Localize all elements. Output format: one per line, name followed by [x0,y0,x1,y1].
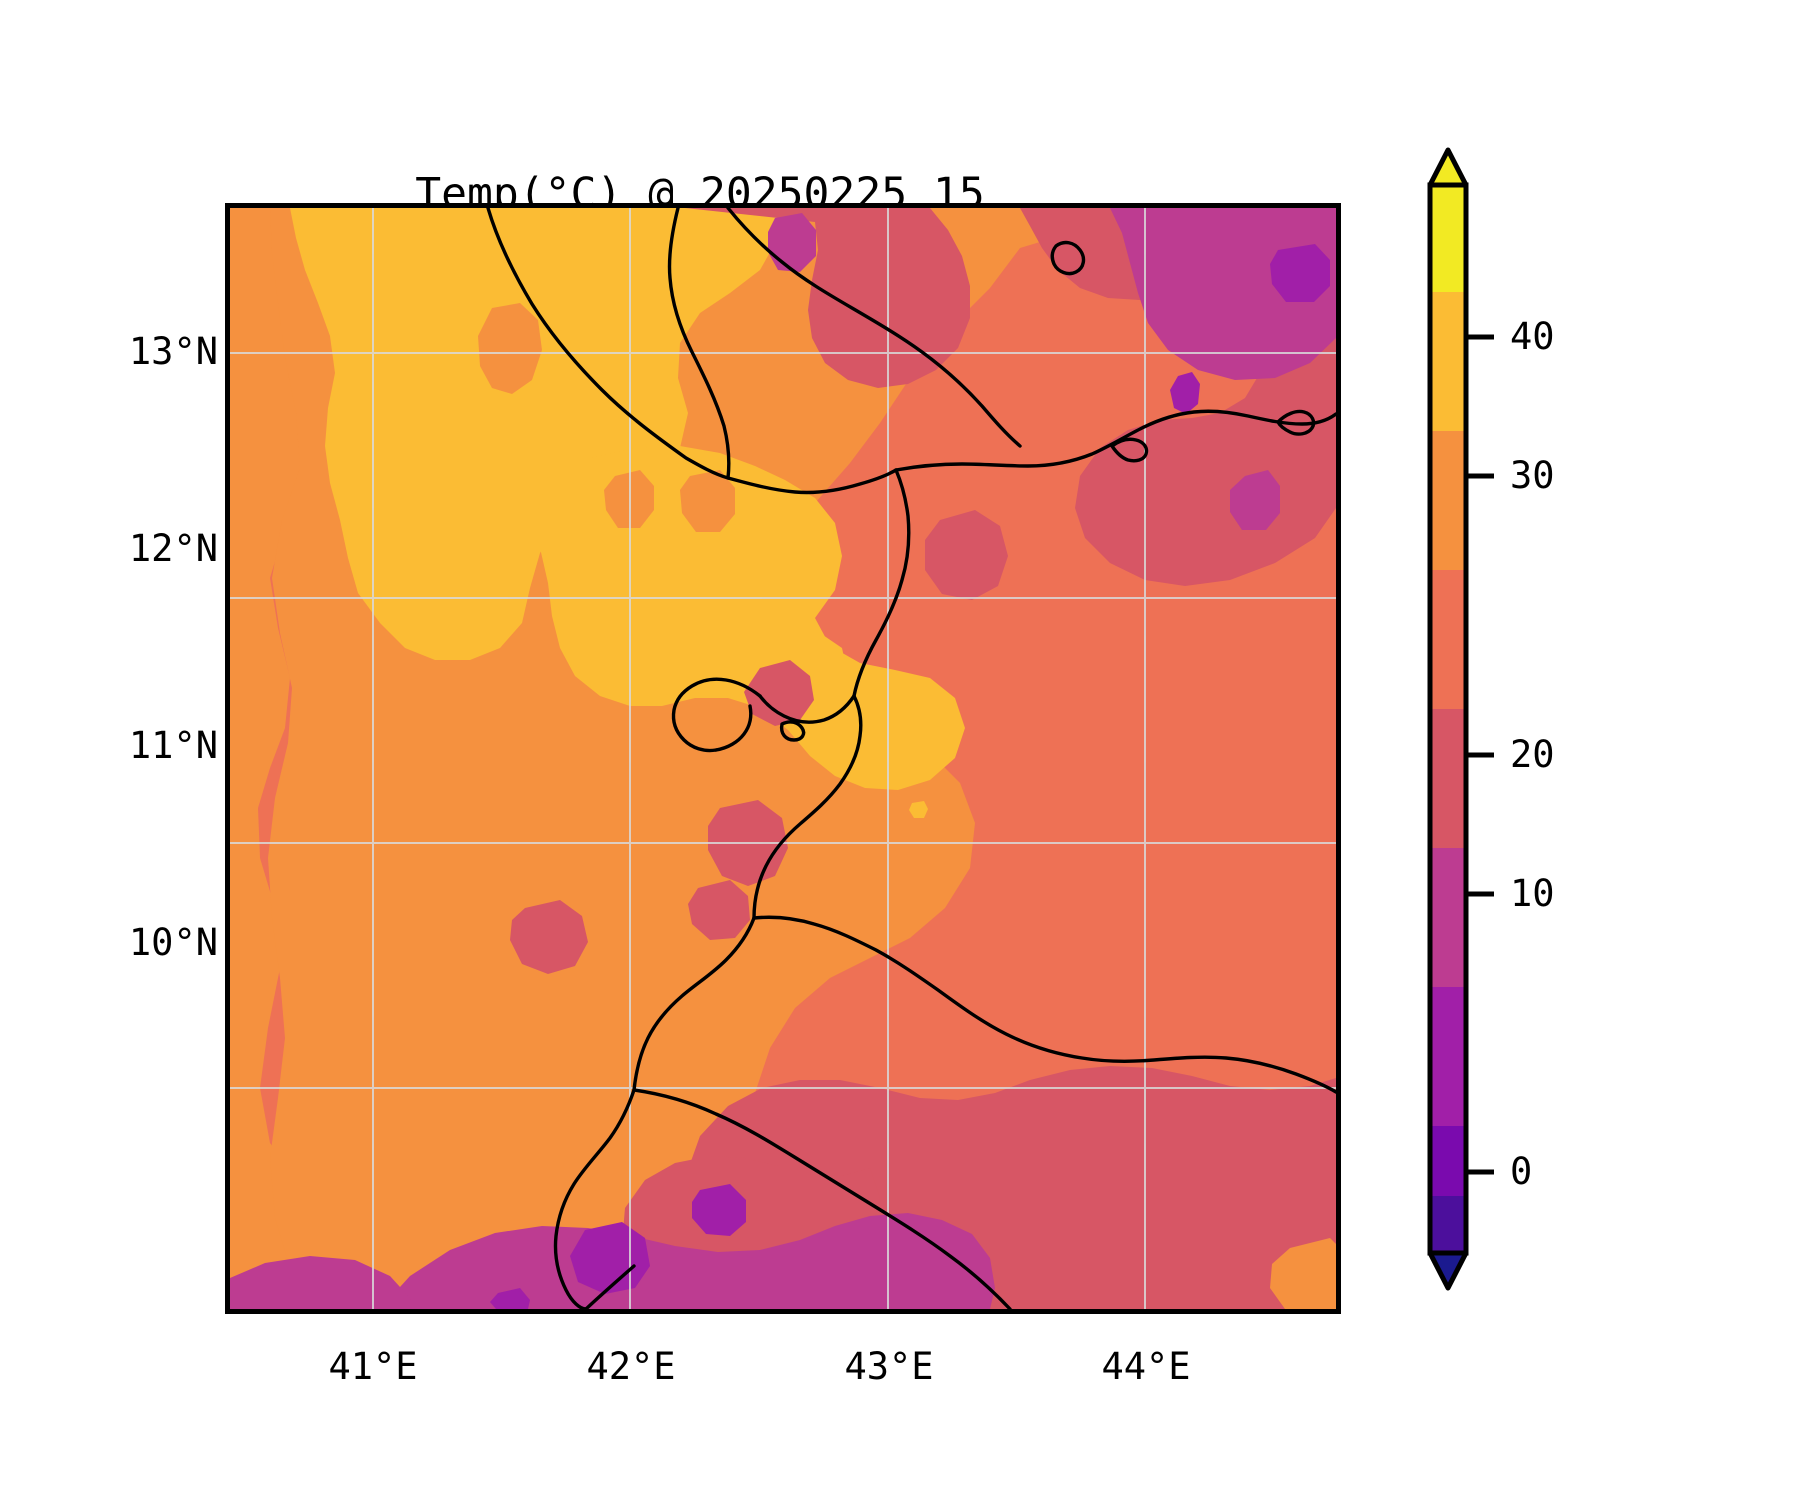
x-tick-label-42E: 42°E [586,1345,676,1388]
colorbar-band-40-45 [1430,185,1466,292]
colorbar-extend-bottom [1427,1250,1469,1291]
contour-svg [230,208,1336,1309]
colorbar-band-5-10 [1430,1126,1466,1196]
band-15-20-south2 [230,1256,415,1309]
band-10-15-pocket-3 [490,1288,530,1309]
colorbar-outline [1427,182,1469,1256]
contour-field [230,208,1336,1309]
border-somaliland-se [553,1088,636,1309]
colorbar-band-25-30 [1430,570,1466,709]
colorbar-band-30-35 [1430,431,1466,570]
y-tick-label-11N: 11°N [128,724,218,767]
coastline-inlet-1 [1110,437,1149,463]
coastline-islet-1 [1050,240,1086,276]
colorbar-extend-top [1427,147,1469,188]
border-eritrea-ne [726,208,1022,448]
band-20-25-ne2 [685,208,970,388]
band-20-25-blob-4 [510,900,588,974]
band-20-25-blob-3 [688,880,750,940]
border-djibouti-south [752,694,863,920]
coastline-tadjoura-tip [714,704,753,752]
coastline-gulf-of-aden [752,915,1336,1094]
band-20-25-blob-1 [925,510,1008,600]
coastlines [486,208,1336,1309]
colorbar-ticks [1466,334,1494,1175]
colorbar-tick-label-20: 20 [1510,733,1555,776]
band-10-15-pocket-4 [1270,244,1330,302]
band-15-20-pocket-2 [768,213,816,272]
band-30-35-pocket-c [680,470,735,532]
y-tick-label-10N: 10°N [128,921,218,964]
coastline-inlet-2 [1276,409,1316,436]
colorbar-band-15-20 [1430,848,1466,987]
colorbar-tick-label-40: 40 [1510,315,1555,358]
band-15-20-pocket-1 [1230,470,1280,530]
band-35-40-nw [290,208,790,660]
coastline-djibouti-inland [852,468,911,698]
coastline-tadjoura-inner [671,677,762,753]
colorbar-tick-label-30: 30 [1510,454,1555,497]
colorbar: 40 30 20 10 0 [1424,145,1754,1335]
coastline-red-sea-north [894,409,1336,472]
x-tick-label-44E: 44°E [1101,1345,1191,1388]
band-10-15-pocket-5 [1170,372,1200,414]
colorbar-tick-label-10: 10 [1510,872,1555,915]
coastline-somaliland-se-diagonal [584,1264,636,1309]
y-tick-label-12N: 12°N [128,527,218,570]
band-30-35-pocket-a [478,303,542,394]
colorbar-band-10-15 [1430,987,1466,1126]
coastline-rift-escarpment [486,208,731,480]
band-30-35-se-corner [1270,1238,1336,1309]
band-10-15-pocket-2 [692,1184,746,1236]
colorbar-band-35-40 [1430,292,1466,431]
x-tick-label-43E: 43°E [844,1345,934,1388]
border-ethiopia-somaliland [632,916,756,1092]
coastline-lagoon-1 [779,720,806,742]
coastline-gulf-of-tadjoura [726,468,898,495]
coastline-bab-el-mandeb-w [758,694,856,724]
x-tick-label-41E: 41°E [328,1345,418,1388]
y-tick-label-13N: 13°N [128,330,218,373]
colorbar-bands [1430,185,1466,1253]
colorbar-tick-label-0: 0 [1510,1150,1533,1193]
border-se-long [632,1088,1012,1309]
colorbar-band-0-5 [1430,1196,1466,1253]
band-35-40-speck [909,801,928,818]
band-20-25-blob-5 [744,660,814,726]
colorbar-svg [1427,147,1494,1291]
colorbar-band-20-25 [1430,709,1466,848]
map-plot-area [225,203,1341,1314]
band-15-20-south [380,1213,995,1309]
